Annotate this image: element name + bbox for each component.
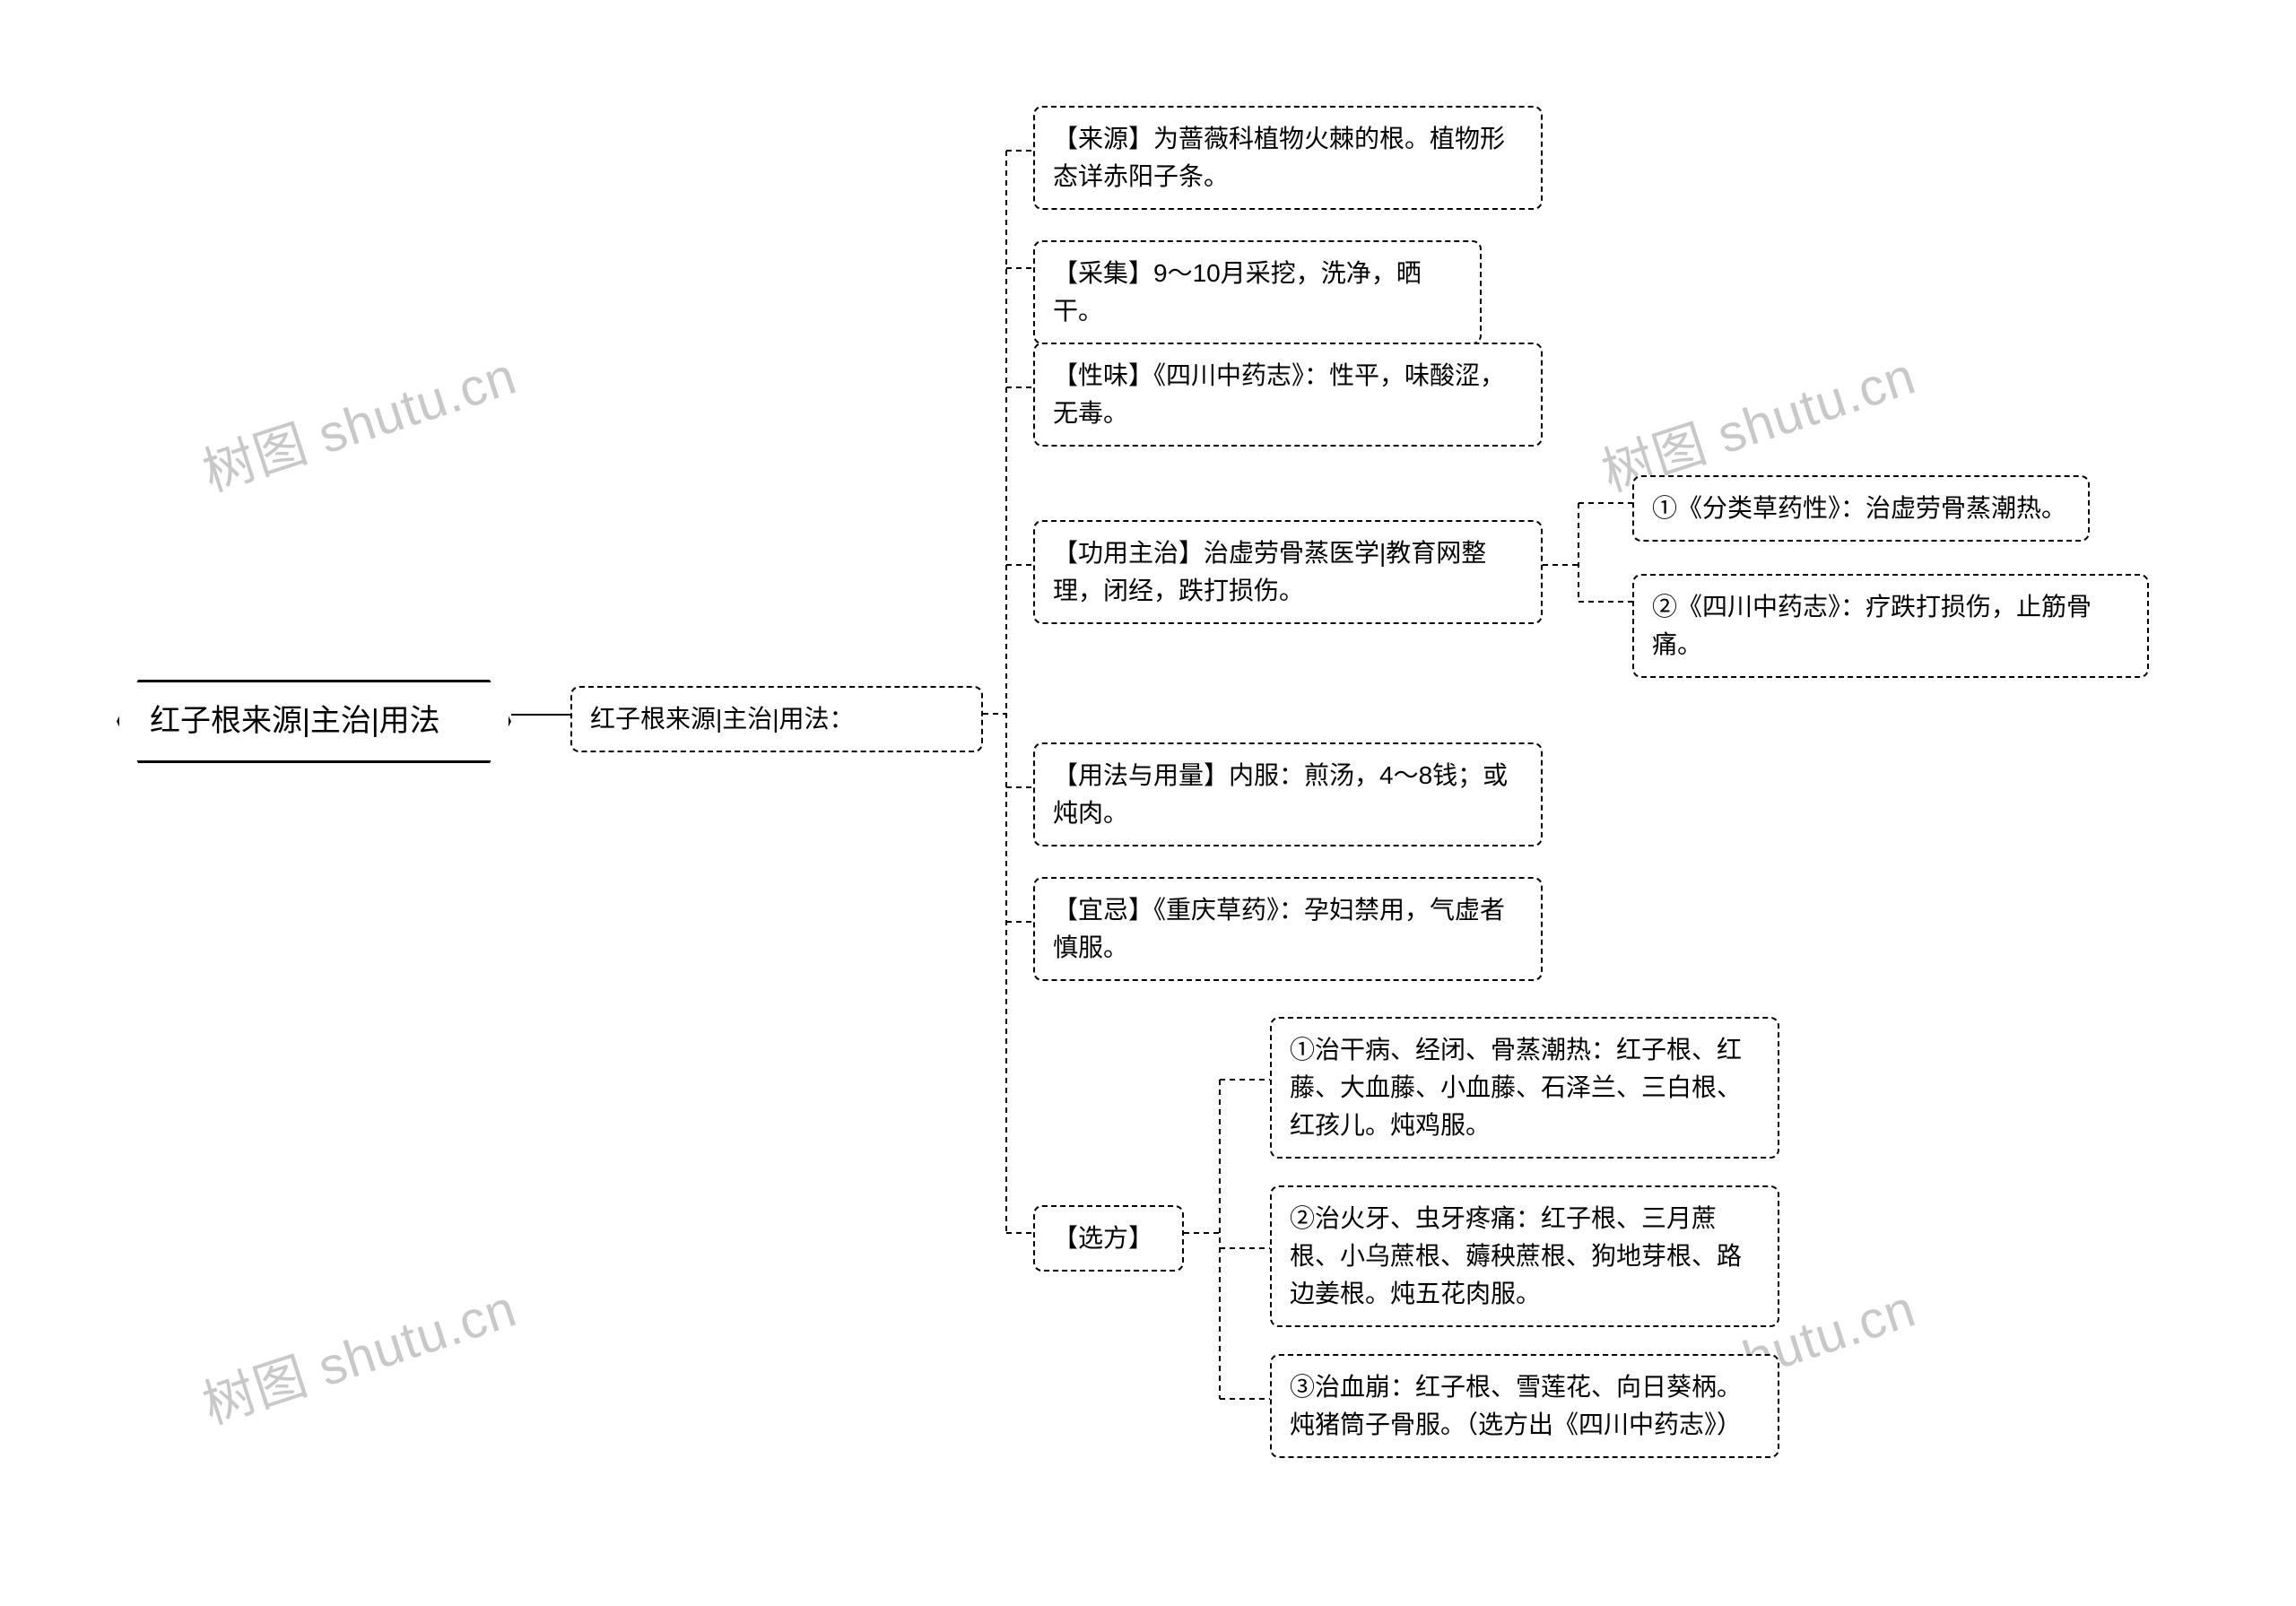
node-rx: 【选方】 <box>1033 1205 1184 1272</box>
root-node: 红子根来源|主治|用法 <box>117 680 511 763</box>
node-function-child-1: ①《分类草药性》：治虚劳骨蒸潮热。 <box>1632 475 2090 542</box>
node-function: 【功用主治】治虚劳骨蒸医学|教育网整理，闭经，跌打损伤。 <box>1033 520 1543 624</box>
node-source: 【来源】为蔷薇科植物火棘的根。植物形态详赤阳子条。 <box>1033 106 1543 210</box>
level1-node: 红子根来源|主治|用法： <box>570 686 983 752</box>
node-caution: 【宜忌】《重庆草药》：孕妇禁用，气虚者慎服。 <box>1033 877 1543 981</box>
root-label: 红子根来源|主治|用法 <box>125 699 503 744</box>
node-function-child-2: ②《四川中药志》：疗跌打损伤，止筋骨痛。 <box>1632 574 2149 678</box>
mindmap-canvas: 树图 shutu.cn 树图 shutu.cn 树图 shutu.cn 树图 s… <box>0 0 2296 1606</box>
node-rx-child-3: ③治血崩：红子根、雪莲花、向日葵柄。炖猪筒子骨服。（选方出《四川中药志》） <box>1270 1354 1779 1458</box>
node-usage: 【用法与用量】内服：煎汤，4～8钱；或炖肉。 <box>1033 742 1543 846</box>
watermark: 树图 shutu.cn <box>192 1266 525 1438</box>
node-taste: 【性味】《四川中药志》：性平，味酸涩，无毒。 <box>1033 343 1543 447</box>
node-rx-child-2: ②治火牙、虫牙疼痛：红子根、三月蔗根、小乌蔗根、薅秧蔗根、狗地芽根、路边姜根。炖… <box>1270 1185 1779 1327</box>
node-collect: 【采集】9～10月采挖，洗净，晒干。 <box>1033 240 1482 344</box>
watermark: 树图 shutu.cn <box>192 334 525 506</box>
node-rx-child-1: ①治干病、经闭、骨蒸潮热：红子根、红藤、大血藤、小血藤、石泽兰、三白根、红孩儿。… <box>1270 1017 1779 1159</box>
